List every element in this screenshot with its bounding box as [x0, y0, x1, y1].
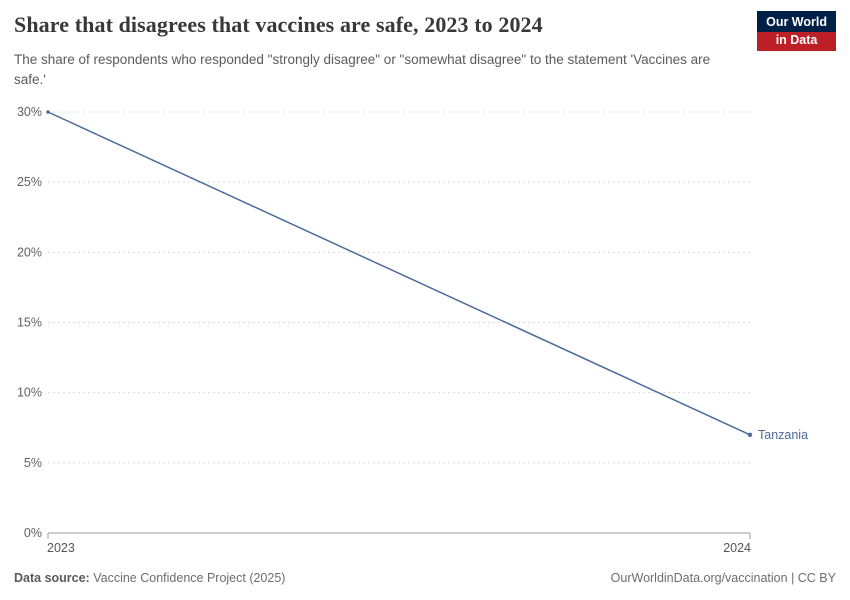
data-source-value: Vaccine Confidence Project (2025)	[93, 571, 286, 585]
x-tick-label: 2023	[47, 541, 75, 555]
data-source: Data source: Vaccine Confidence Project …	[14, 571, 285, 585]
y-tick-label: 20%	[17, 245, 42, 259]
attribution-link[interactable]: OurWorldinData.org/vaccination | CC BY	[610, 571, 836, 585]
y-tick-label: 15%	[17, 316, 42, 330]
chart-subtitle: The share of respondents who responded "…	[14, 52, 711, 88]
series-start-marker	[46, 110, 50, 114]
owid-logo-line2: in Data	[757, 31, 836, 52]
y-tick-label: 5%	[24, 456, 42, 470]
data-source-label: Data source:	[14, 571, 90, 585]
x-tick-label: 2024	[723, 541, 751, 555]
page-title: Share that disagrees that vaccines are s…	[14, 12, 543, 37]
y-tick-label: 25%	[17, 175, 42, 189]
series-line	[47, 111, 751, 436]
y-tick-label: 30%	[17, 105, 42, 119]
y-tick-label: 0%	[24, 526, 42, 540]
owid-logo-line1: Our World	[766, 15, 827, 29]
y-tick-label: 10%	[17, 386, 42, 400]
owid-logo: Our World in Data	[757, 11, 836, 52]
series-end-marker	[747, 432, 753, 437]
series-label: Tanzania	[758, 428, 808, 442]
